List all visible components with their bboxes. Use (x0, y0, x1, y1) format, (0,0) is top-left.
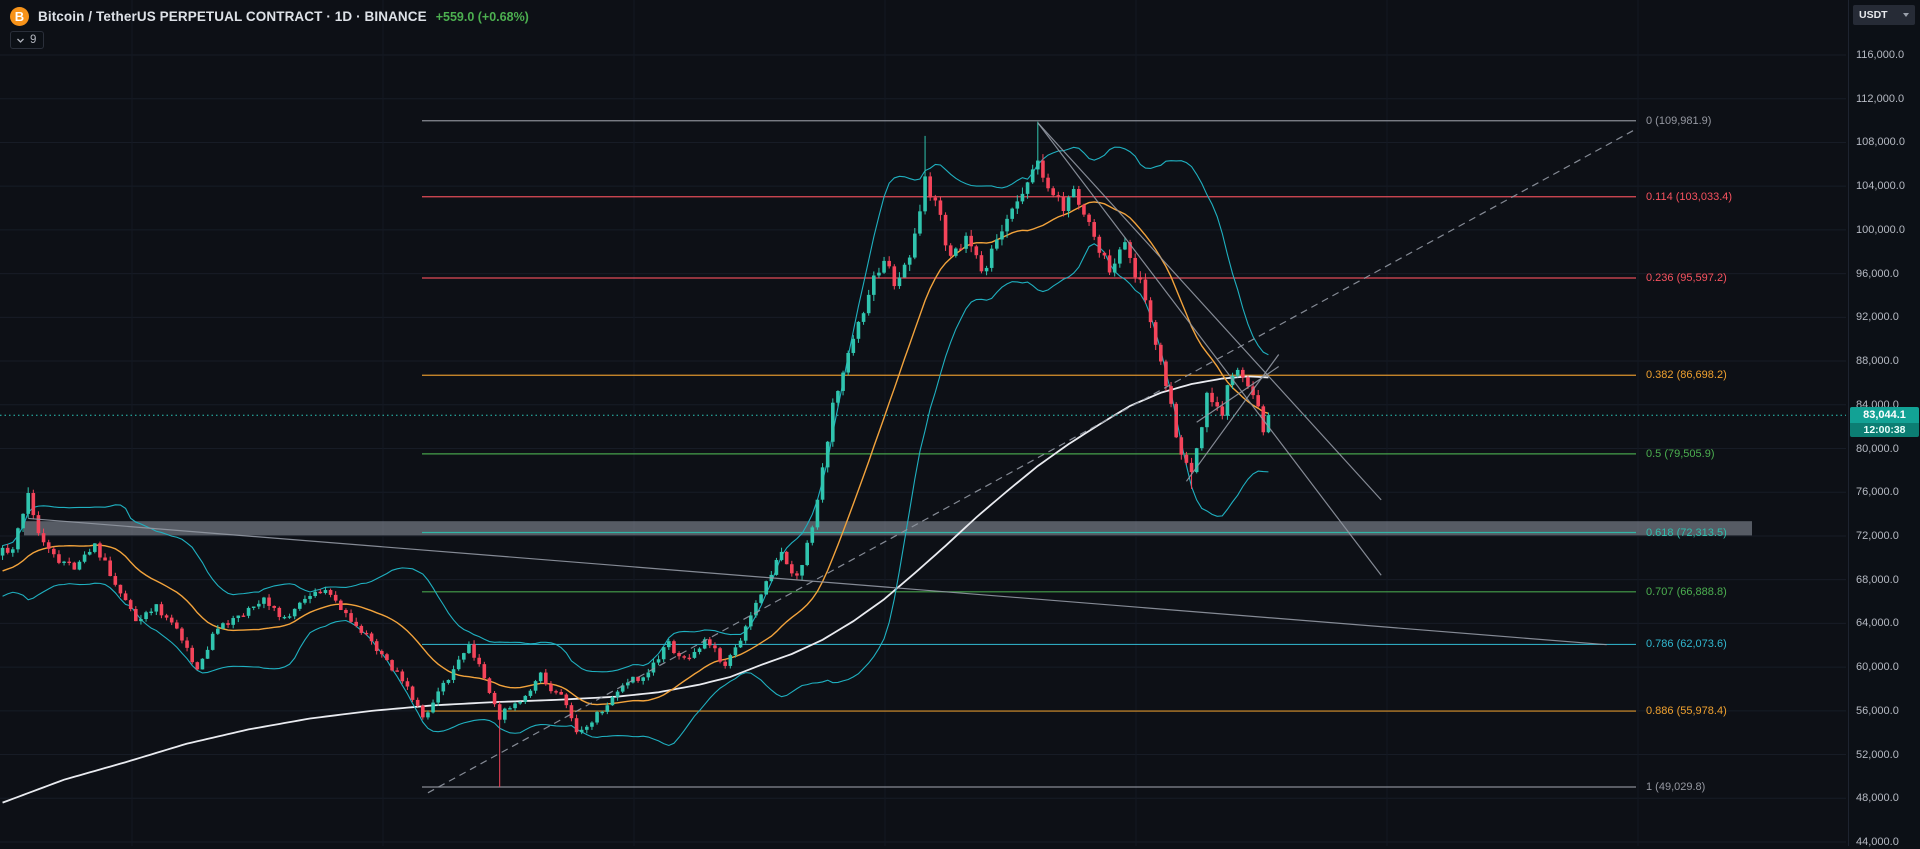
price-tick-label: 72,000.0 (1856, 529, 1899, 542)
grid-lines (0, 0, 1846, 846)
symbol-title[interactable]: Bitcoin / TetherUS PERPETUAL CONTRACT · … (38, 9, 427, 24)
price-tick-label: 64,000.0 (1856, 617, 1899, 630)
white-slow-ma-line[interactable] (2, 375, 1269, 804)
bollinger-upper-band[interactable] (2, 146, 1269, 673)
price-scale[interactable]: 116,000.0 112,000.0 108,000.0 104,000.0 100,… (1848, 0, 1920, 848)
price-tick-label: 48,000.0 (1856, 792, 1899, 805)
horizontal-zone-band[interactable] (24, 521, 1752, 536)
bar-countdown: 12:00:38 (1850, 423, 1919, 438)
fib-retracement-lines[interactable] (422, 120, 1636, 788)
rising-dashed-trendline[interactable] (427, 127, 1638, 794)
peak-fan-line-2[interactable] (1037, 122, 1382, 576)
wedge-lower-line[interactable] (1185, 354, 1280, 482)
price-tick-label: 92,000.0 (1856, 311, 1899, 324)
price-tick-label: 52,000.0 (1856, 748, 1899, 761)
price-tick-label: 112,000.0 (1856, 92, 1905, 105)
wedge-upper-line[interactable] (1196, 366, 1280, 423)
symbol-header: B Bitcoin / TetherUS PERPETUAL CONTRACT … (10, 7, 529, 26)
basis-ma-line[interactable] (2, 201, 1269, 706)
long-descending-trendline[interactable] (28, 517, 1607, 646)
indicators-collapse-chip[interactable]: 9 (10, 31, 45, 49)
price-tick-label: 80,000.0 (1856, 442, 1899, 455)
last-price-badge: 83,044.1 12:00:38 (1850, 407, 1919, 438)
caret-down-icon (1903, 13, 1909, 17)
bollinger-lower-band[interactable] (2, 243, 1269, 747)
price-tick-label: 44,000.0 (1856, 836, 1899, 848)
price-tick-label: 76,000.0 (1856, 486, 1899, 499)
price-tick-label: 56,000.0 (1856, 704, 1899, 717)
price-tick-label: 108,000.0 (1856, 136, 1905, 149)
indicators-count: 9 (30, 34, 37, 46)
price-tick-label: 104,000.0 (1856, 180, 1905, 193)
price-tick-label: 96,000.0 (1856, 267, 1899, 280)
price-tick-label: 100,000.0 (1856, 223, 1905, 236)
currency-unit-button[interactable]: USDT (1853, 5, 1915, 25)
bitcoin-icon: B (10, 7, 29, 26)
price-tick-label: 60,000.0 (1856, 661, 1899, 674)
peak-fan-line-1[interactable] (1037, 122, 1382, 501)
currency-unit-label: USDT (1859, 9, 1888, 21)
price-tick-label: 88,000.0 (1856, 355, 1899, 368)
price-tick-label: 68,000.0 (1856, 573, 1899, 586)
candlestick-series[interactable] (0, 121, 1271, 788)
price-change: +559.0 (+0.68%) (435, 9, 529, 24)
price-tick-label: 116,000.0 (1856, 49, 1905, 61)
last-price-value: 83,044.1 (1850, 407, 1919, 424)
chevron-down-icon (17, 38, 24, 43)
